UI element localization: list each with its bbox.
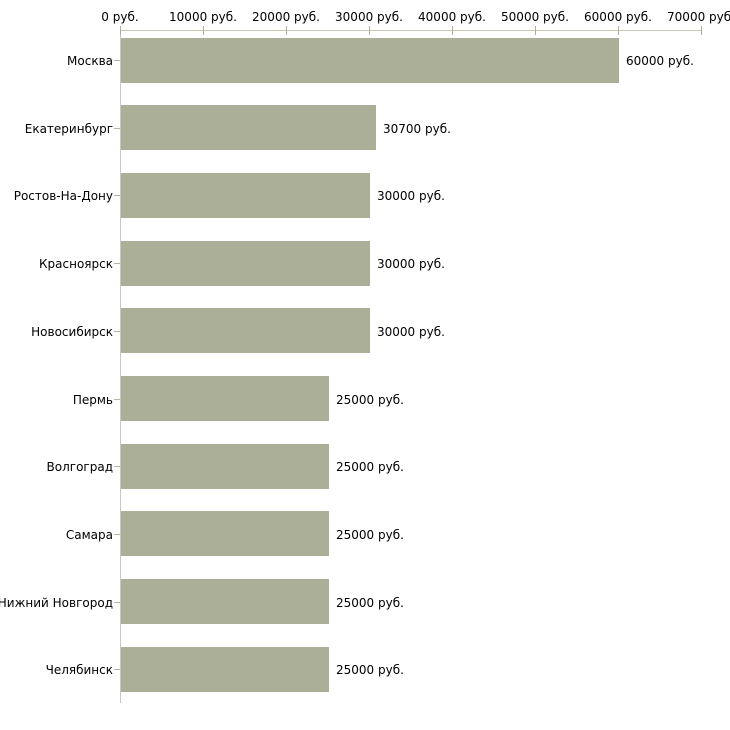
value-label: 60000 руб. [626,54,694,68]
category-tick [114,602,120,603]
category-label: Пермь [72,392,113,407]
category-label: Красноярск [39,257,113,272]
x-axis-tick-label: 70000 руб. [667,10,730,24]
bar [121,376,329,421]
x-axis-tick [701,26,702,35]
category-label: Волгоград [46,460,113,475]
value-label: 25000 руб. [336,460,404,475]
bar [121,308,370,353]
value-label: 30000 руб. [377,257,445,272]
value-label: 30000 руб. [377,324,445,339]
category-tick [114,60,120,61]
bar [121,579,329,624]
bar [121,511,329,556]
value-label: 30000 руб. [377,189,445,204]
value-label: 25000 руб. [336,595,404,610]
x-axis-tick-label: 50000 руб. [501,10,569,24]
bar [121,647,329,692]
category-label: Новосибирск [31,324,113,339]
y-axis-line [120,30,121,703]
bar [121,105,376,150]
value-label: 30700 руб. [383,121,451,136]
bar [121,241,370,286]
bar [121,38,619,83]
x-axis-tick-label: 60000 руб. [584,10,652,24]
x-axis-tick-label: 30000 руб. [335,10,403,24]
category-tick [114,534,120,535]
x-axis-tick [120,26,121,35]
category-tick [114,128,120,129]
x-axis-tick [535,26,536,35]
value-label: 25000 руб. [336,663,404,678]
category-tick [114,263,120,264]
bar [121,173,370,218]
category-tick [114,669,120,670]
category-label: Москва [67,54,113,68]
x-axis-tick-label: 20000 руб. [252,10,320,24]
category-label: Екатеринбург [24,121,113,136]
category-label: Ростов-На-Дону [13,189,113,204]
x-axis-tick [203,26,204,35]
category-tick [114,195,120,196]
value-label: 25000 руб. [336,392,404,407]
category-tick [114,466,120,467]
x-axis-tick-label: 40000 руб. [418,10,486,24]
value-label: 25000 руб. [336,527,404,542]
x-axis-tick [286,26,287,35]
category-label: Челябинск [45,663,113,678]
category-tick [114,331,120,332]
category-label: Нижний Новгород [0,595,113,610]
x-axis-tick-label: 10000 руб. [169,10,237,24]
x-axis-tick [369,26,370,35]
category-tick [114,399,120,400]
x-axis-tick-label: 0 руб. [101,10,139,24]
x-axis-tick [452,26,453,35]
bar [121,444,329,489]
category-label: Самара [65,527,113,542]
x-axis-tick [618,26,619,35]
x-axis-line [120,30,702,31]
